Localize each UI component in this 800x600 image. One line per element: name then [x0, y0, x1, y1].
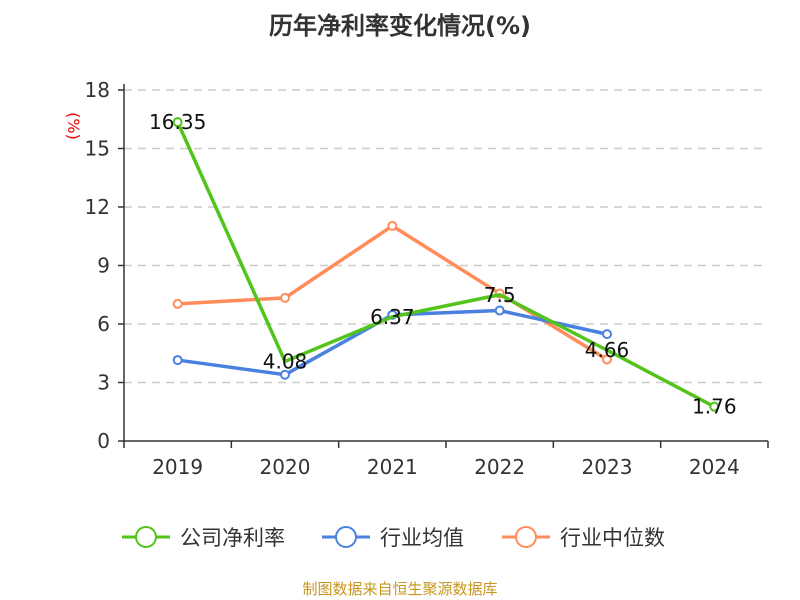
legend-label: 行业均值 — [380, 526, 464, 550]
data-label: 6.37 — [370, 305, 415, 329]
legend-item[interactable]: 行业均值 — [322, 526, 464, 550]
x-tick-label: 2022 — [474, 455, 525, 479]
data-point[interactable] — [602, 354, 612, 365]
series-line — [177, 224, 608, 361]
x-tick-label: 2021 — [367, 455, 418, 479]
series-line — [176, 121, 716, 409]
legend-circle-icon — [135, 526, 157, 548]
legend-circle-icon — [335, 526, 357, 548]
data-point[interactable] — [172, 117, 183, 128]
data-point[interactable] — [709, 401, 720, 412]
data-label: 4.66 — [585, 338, 630, 362]
legend-item[interactable]: 公司净利率 — [122, 526, 285, 550]
source-note: 制图数据来自恒生聚源数据库 — [302, 580, 497, 598]
y-tick-label: 18 — [85, 78, 110, 102]
x-tick-label: 2023 — [582, 455, 633, 479]
y-tick-label: 0 — [97, 429, 110, 453]
x-tick-label: 2019 — [152, 455, 203, 479]
data-point[interactable] — [387, 220, 398, 231]
data-label: 7.5 — [484, 283, 516, 307]
legend-label: 公司净利率 — [180, 526, 285, 550]
chart-title: 历年净利率变化情况(%) — [269, 12, 531, 40]
data-point[interactable] — [494, 305, 505, 316]
y-tick-label: 12 — [85, 195, 110, 219]
legend-label: 行业中位数 — [560, 526, 665, 550]
data-point[interactable] — [280, 292, 290, 303]
x-tick-label: 2020 — [260, 455, 311, 479]
data-point[interactable] — [602, 329, 612, 340]
data-point[interactable] — [172, 298, 183, 309]
legend-item[interactable]: 行业中位数 — [502, 526, 665, 550]
data-point[interactable] — [280, 369, 290, 380]
y-axis-unit: (%) — [64, 112, 83, 140]
x-tick-label: 2024 — [689, 455, 740, 479]
data-label: 1.76 — [692, 395, 737, 419]
data-label: 4.08 — [263, 349, 308, 373]
y-tick-label: 15 — [85, 137, 110, 161]
y-tick-label: 6 — [97, 312, 110, 336]
legend-circle-icon — [515, 526, 537, 548]
data-point[interactable] — [172, 355, 183, 366]
data-label: 16.35 — [149, 110, 206, 134]
y-tick-label: 3 — [97, 371, 110, 395]
y-tick-label: 9 — [97, 254, 110, 278]
